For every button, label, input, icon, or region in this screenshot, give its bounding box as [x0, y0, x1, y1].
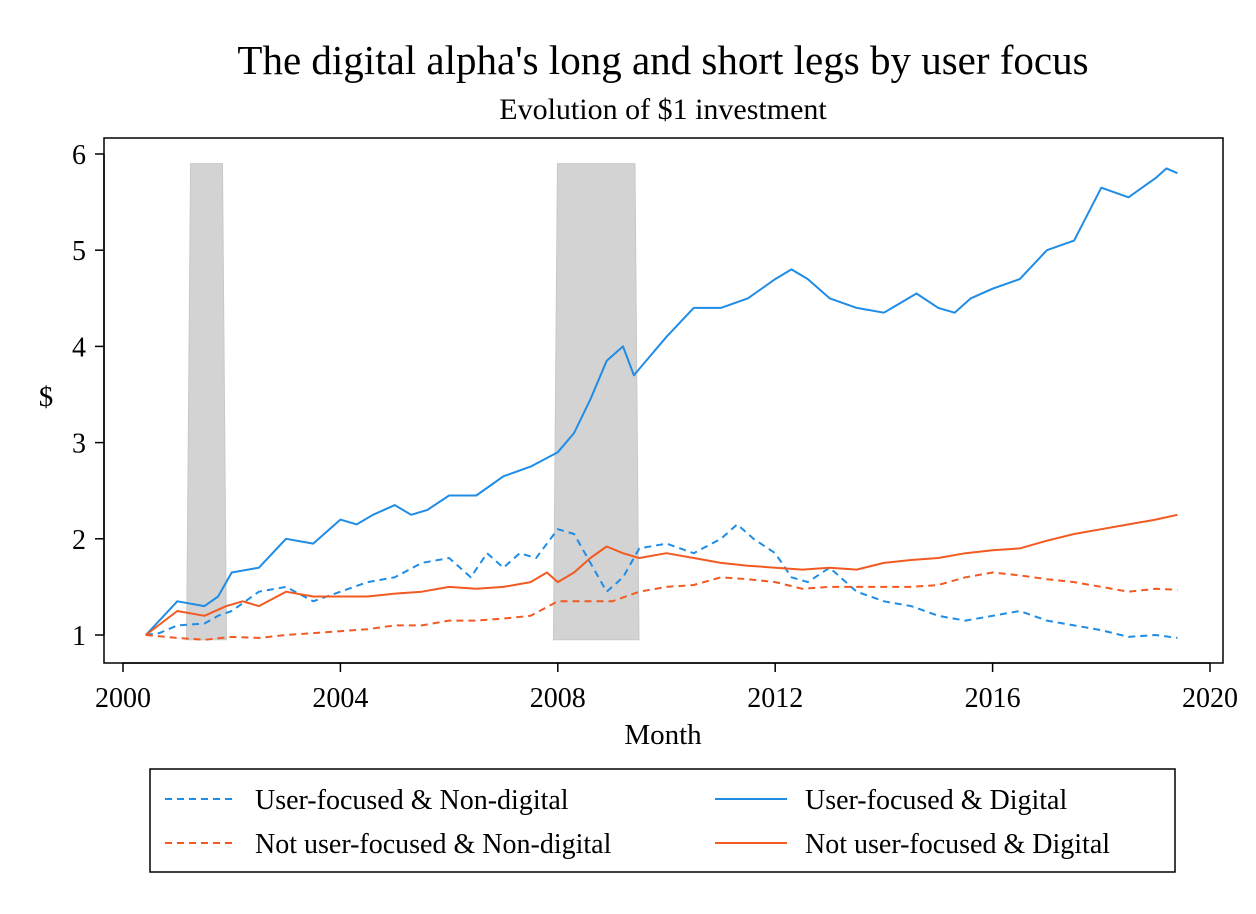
x-tick-label-2000: 2000 — [95, 683, 151, 714]
chart-title: The digital alpha's long and short legs … — [237, 37, 1088, 83]
x-tick-label-2004: 2004 — [312, 683, 368, 714]
y-tick-label-3: 3 — [72, 429, 86, 460]
x-axis: 2000 2004 2008 2012 2016 2020 — [95, 662, 1238, 714]
recession-shading-group — [186, 163, 640, 641]
x-tick-label-2008: 2008 — [530, 683, 586, 714]
x-axis-label: Month — [624, 719, 702, 751]
legend-label-1: User-focused & Non-digital — [255, 785, 569, 816]
y-axis: 1 2 3 4 5 6 — [72, 140, 105, 652]
series-group — [145, 167, 1178, 641]
recession-band-2 — [552, 163, 640, 641]
y-tick-label-4: 4 — [72, 332, 86, 363]
y-tick-label-6: 6 — [72, 140, 86, 171]
y-axis-label: $ — [39, 381, 54, 413]
legend-label-4: Not user-focused & Digital — [805, 829, 1110, 860]
series-line-1 — [145, 523, 1178, 639]
y-tick-label-2: 2 — [72, 525, 86, 556]
series-line-4 — [145, 513, 1178, 636]
y-tick-label-1: 1 — [72, 621, 86, 652]
legend: User-focused & Non-digital User-focused &… — [149, 768, 1176, 873]
x-tick-label-2012: 2012 — [747, 683, 803, 714]
chart-subtitle: Evolution of $1 investment — [499, 93, 827, 126]
series-line-2 — [145, 167, 1178, 636]
recession-band-1 — [186, 163, 227, 641]
x-tick-label-2016: 2016 — [965, 683, 1021, 714]
x-tick-label-2020: 2020 — [1182, 683, 1238, 714]
y-tick-label-5: 5 — [72, 236, 86, 267]
legend-label-2: User-focused & Digital — [805, 785, 1067, 816]
series-line-3 — [145, 571, 1178, 641]
legend-frame — [149, 768, 1176, 873]
legend-label-3: Not user-focused & Non-digital — [255, 829, 612, 860]
